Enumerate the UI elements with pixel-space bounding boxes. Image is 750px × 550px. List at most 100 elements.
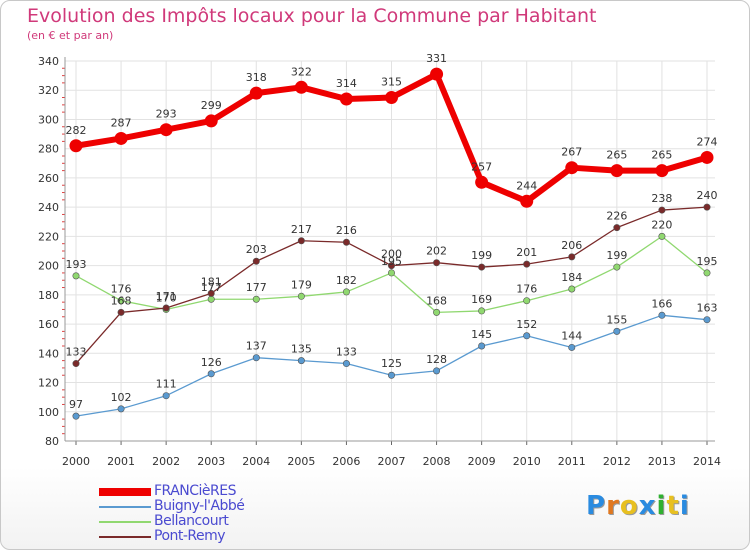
x-tick-label: 2000 [62, 455, 90, 468]
data-label: 274 [697, 135, 718, 148]
data-point [565, 161, 579, 175]
data-label: 206 [561, 239, 582, 252]
data-label: 287 [111, 116, 132, 129]
x-tick-label: 2004 [242, 455, 270, 468]
data-point [700, 150, 714, 164]
data-label: 318 [246, 71, 267, 84]
y-tick-label: 200 [38, 260, 59, 273]
data-label: 176 [111, 283, 132, 296]
x-tick-label: 2013 [648, 455, 676, 468]
data-point [207, 289, 215, 297]
data-label: 199 [606, 249, 627, 262]
grid-lines [65, 60, 715, 442]
y-tick-label: 220 [38, 230, 59, 243]
data-label: 265 [651, 149, 672, 162]
logo-letter: t [666, 491, 680, 521]
legend-item: Bellancourt [99, 513, 319, 530]
data-label: 166 [651, 297, 672, 310]
x-tick-label: 2005 [287, 455, 315, 468]
data-label: 315 [381, 76, 402, 89]
data-label: 299 [201, 99, 222, 112]
legend: FRANCièRES Buigny-l'Abbé Bellancourt Pont-R… [99, 483, 319, 545]
x-tick-label: 2003 [197, 455, 225, 468]
proxiti-logo: Proxiti [586, 491, 690, 521]
data-point [69, 139, 83, 153]
data-label: 217 [291, 223, 312, 236]
x-tick-label: 2010 [513, 455, 541, 468]
legend-label: Buigny-l'Abbé [154, 498, 245, 514]
legend-item: Buigny-l'Abbé [99, 498, 319, 515]
data-label: 168 [426, 294, 447, 307]
data-label: 152 [516, 318, 537, 331]
data-labels: 282 287 293 299 318 322 314 315 331 257 244 267 265 2… [66, 52, 718, 411]
data-point [613, 263, 621, 271]
x-tick-label: 2014 [693, 455, 721, 468]
data-point [478, 342, 486, 350]
data-point [342, 238, 350, 246]
chart-subtitle: (en € et par an) [27, 29, 114, 42]
data-point [523, 332, 531, 340]
data-label: 220 [651, 218, 672, 231]
data-point [568, 253, 576, 261]
data-point [658, 232, 666, 240]
data-label: 170 [156, 291, 177, 304]
x-tick-label: 2008 [423, 455, 451, 468]
data-point [610, 164, 624, 178]
data-point [339, 92, 353, 106]
data-label: 137 [246, 340, 267, 353]
logo-letter: i [679, 491, 690, 521]
data-point [478, 263, 486, 271]
data-point [72, 360, 80, 368]
legend-item: Pont-Remy [99, 528, 319, 545]
data-point [249, 86, 263, 100]
data-label: 126 [201, 356, 222, 369]
data-label: 182 [336, 274, 357, 287]
x-tick-label: 2001 [107, 455, 135, 468]
data-point [387, 371, 395, 379]
logo-letter: i [656, 491, 667, 521]
data-label: 125 [381, 357, 402, 370]
data-point [297, 357, 305, 365]
x-tick-label: 2012 [603, 455, 631, 468]
y-tick-label: 100 [38, 406, 59, 419]
y-tick-label: 120 [38, 377, 59, 390]
data-point [387, 262, 395, 270]
data-label: 331 [426, 52, 447, 65]
y-tick-label: 280 [38, 143, 59, 156]
y-tick-label: 160 [38, 318, 59, 331]
data-point [117, 297, 125, 305]
y-tick-label: 240 [38, 201, 59, 214]
legend-swatch [99, 488, 151, 496]
data-label: 168 [111, 294, 132, 307]
data-point [568, 343, 576, 351]
data-label: 102 [111, 391, 132, 404]
x-tick-label: 2009 [468, 455, 496, 468]
data-label: 155 [606, 313, 627, 326]
data-point [207, 370, 215, 378]
data-label: 200 [381, 248, 402, 261]
y-tick-label: 340 [38, 55, 59, 68]
data-label: 184 [561, 271, 582, 284]
data-label: 177 [246, 281, 267, 294]
data-point [433, 367, 441, 375]
data-point [297, 237, 305, 245]
data-point [520, 194, 534, 208]
data-point [114, 131, 128, 145]
data-point [523, 297, 531, 305]
data-label: 244 [516, 179, 537, 192]
data-point [658, 206, 666, 214]
data-point [72, 412, 80, 420]
data-label: 193 [66, 258, 87, 271]
y-tick-label: 180 [38, 289, 59, 302]
x-tick-label: 2006 [332, 455, 360, 468]
legend-label: Pont-Remy [154, 528, 226, 544]
data-label: 163 [697, 302, 718, 315]
data-point [430, 67, 444, 81]
y-tick-label: 140 [38, 347, 59, 360]
y-tick-label: 300 [38, 113, 59, 126]
series-group [69, 67, 714, 420]
y-tick-label: 320 [38, 84, 59, 97]
data-label: 240 [697, 189, 718, 202]
